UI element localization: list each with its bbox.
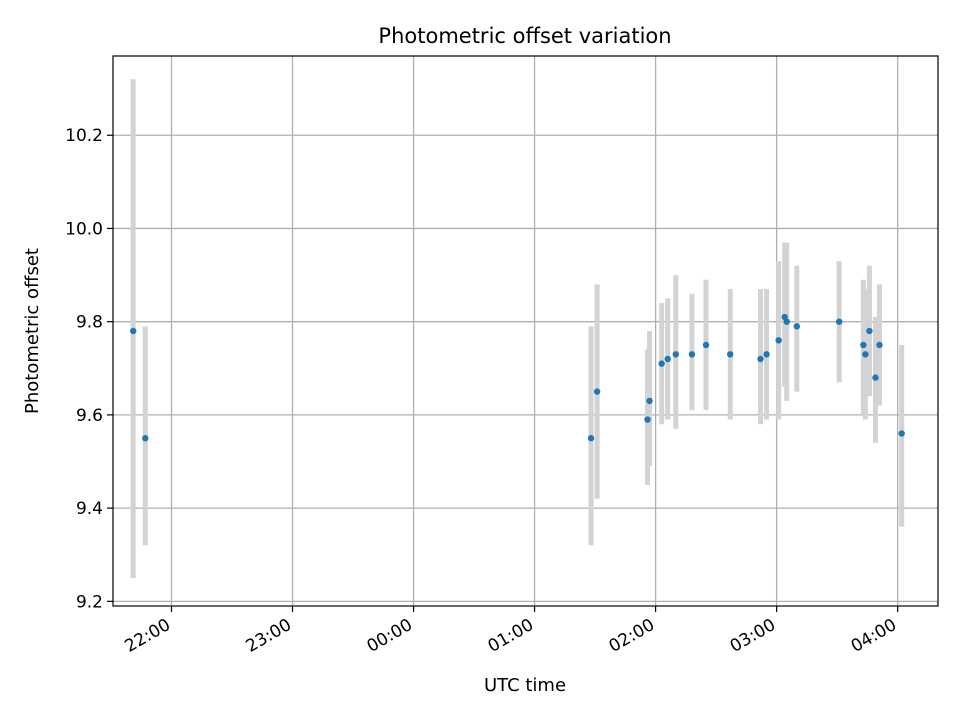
data-point [860,341,867,349]
data-point [658,360,665,367]
data-point [593,388,601,395]
grid [113,56,938,606]
plot-frame [112,55,939,607]
data-point [862,351,869,358]
data-point [793,323,801,330]
data-point [783,318,790,325]
data-point [866,327,873,335]
y-axis: 9.2 9.4 9.6 9.8 10.0 10.2 [65,126,113,612]
x-axis-title: UTC time [484,675,566,696]
data-point [898,430,905,437]
data-point [763,351,770,358]
y-tick-label: 9.2 [76,592,103,612]
data-point [129,327,137,335]
y-tick-label: 10.0 [65,219,103,239]
data-point [672,351,679,358]
data-point [664,355,671,363]
y-axis-title: Photometric offset [22,248,43,414]
y-tick-label: 9.8 [76,313,103,333]
data-point [775,337,782,344]
data-point [142,435,149,442]
data-point [835,318,843,325]
y-tick-label: 10.2 [65,126,103,146]
data-points [129,313,905,442]
data-point [757,355,764,363]
data-point [688,351,696,358]
y-tick-label: 9.6 [76,406,103,426]
data-point [646,397,653,405]
data-point [872,374,879,381]
data-point [876,341,883,349]
data-point [644,416,651,423]
chart-title: Photometric offset variation [378,24,671,48]
data-point [702,341,710,349]
data-point [587,435,595,442]
data-point [727,351,734,358]
y-tick-label: 9.4 [76,499,103,519]
